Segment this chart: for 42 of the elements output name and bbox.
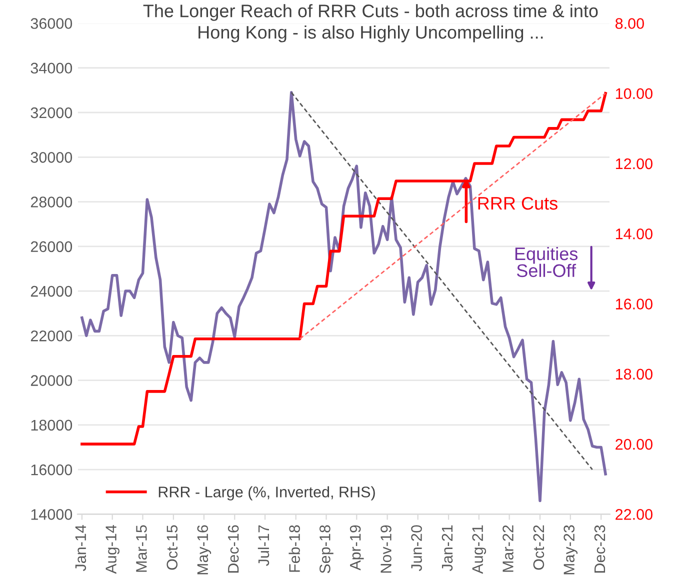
y-tick-label: 32000 [30,107,72,118]
y-tick-label: 16000 [31,464,72,476]
x-tick-label: Oct-15 [166,525,178,570]
x-tick-label: May-16 [197,525,212,574]
x-tick-label: Dec-23 [594,525,606,573]
y-tick-label: 34000 [30,62,72,74]
y2-tick-label: 10.00 [616,88,652,100]
y-tick-label: 36000 [30,18,72,29]
annotation: Equities Sell-Off [515,246,578,278]
x-tick-label: Mar-15 [136,525,147,572]
x-tick-label: Aug-14 [106,525,120,574]
x-tick-label: Jul-17 [258,525,270,566]
x-tick-label: Feb-18 [288,525,300,572]
y-tick-label: 14000 [31,509,72,520]
y-tick-label: 30000 [30,152,72,163]
y2-tick-label: 20.00 [616,438,652,450]
y-tick-label: 20000 [30,375,72,386]
y2-tick-label: 12.00 [616,158,652,170]
x-tick-label: Mar-22 [502,525,514,572]
y-tick-label: 24000 [30,286,72,297]
annotation: RRR Cuts [478,196,558,210]
y2-tick-label: 18.00 [616,368,652,380]
x-tick-label: Nov-19 [380,525,392,573]
y-tick-label: 18000 [31,420,72,431]
x-tick-label: Aug-21 [472,525,486,574]
x-tick-label: May-23 [564,525,578,574]
y2-tick-label: 8.00 [615,18,644,29]
y2-tick-label: 14.00 [616,228,652,240]
y-tick-label: 26000 [30,241,72,252]
x-tick-label: Oct-22 [533,525,544,570]
x-tick-label: Jun-20 [411,525,422,572]
x-tick-label: Jan-21 [442,525,453,572]
y2-tick-label: 16.00 [616,298,652,310]
legend-label: RRR - Large (%, Inverted, RHS) [158,486,375,500]
y2-tick-label: 22.00 [616,509,652,520]
x-tick-label: Apr-19 [350,525,364,570]
x-tick-label: Jan-14 [75,525,86,572]
y-tick-label: 22000 [30,330,72,342]
x-tick-label: Sep-18 [320,525,334,574]
x-tick-label: Dec-16 [228,525,239,573]
chart-title: The Longer Reach of RRR Cuts - both across time & into Hong Kong - is also Highly Uncompelling ... [143,4,598,42]
y-tick-label: 28000 [30,196,72,208]
